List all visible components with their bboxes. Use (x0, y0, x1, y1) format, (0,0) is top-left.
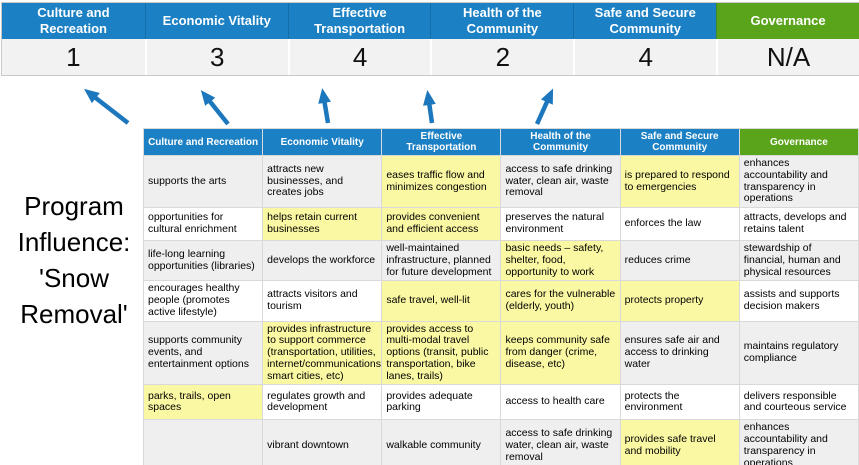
matrix-cell-attracts-develops-and-retains-talent: attracts, develops and retains talent (738, 207, 859, 241)
matrix-cell-enforces-the-law: enforces the law (619, 207, 740, 241)
score-health-of-the-community: 2 (430, 39, 574, 75)
matrix-cell-enhances-accountability-and-transparency: enhances accountability and transparency… (738, 155, 859, 208)
matrix-cell-life-long-learning-opportunities-librari: life-long learning opportunities (librar… (142, 239, 264, 282)
matrix-cell-walkable-community: walkable community (381, 419, 502, 465)
score-safe-and-secure-community: 4 (573, 39, 717, 75)
matrix-row-1: supports the arts attracts new businesses… (142, 155, 859, 208)
matrix-cell-empty (142, 419, 264, 465)
matrix-cell-protects-property: protects property (619, 280, 740, 322)
matrix-row-7: vibrant downtown walkable community access… (142, 419, 859, 465)
priority-score-banner: Culture and Recreation Economic Vitality… (1, 2, 859, 76)
matrix-row-3: life-long learning opportunities (librar… (142, 239, 859, 282)
matrix-cell-keeps-community-safe-from-danger-crime-d: keeps community safe from danger (crime,… (500, 320, 621, 386)
score-effective-transportation: 4 (287, 39, 431, 75)
matrix-cell-opportunities-for-cultural-enrichment: opportunities for cultural enrichment (142, 207, 264, 241)
matrix-cell-provides-infrastructure-to-support-comme: provides infrastructure to support comme… (262, 320, 383, 386)
matrix-row-2: opportunities for cultural enrichment hel… (142, 207, 859, 241)
score-governance: N/A (716, 39, 859, 75)
matrix-cell-protects-the-environment: protects the environment (619, 384, 740, 421)
arrow-up-icon (534, 88, 554, 125)
banner-header-governance: Governance (716, 3, 859, 39)
matrix-header-governance: Governance (738, 128, 859, 156)
matrix-cell-stewardship-of-financial-human-and-physi: stewardship of financial, human and phys… (738, 239, 859, 282)
matrix-cell-access-to-safe-drinking-water-clean-air-: access to safe drinking water, clean air… (500, 419, 621, 465)
matrix-cell-delivers-responsible-and-courteous-servi: delivers responsible and courteous servi… (738, 384, 859, 421)
matrix-cell-attracts-visitors-and-tourism: attracts visitors and tourism (262, 280, 383, 322)
matrix-cell-access-to-safe-drinking-water-clean-air-: access to safe drinking water, clean air… (500, 155, 621, 208)
matrix-cell-ensures-safe-air-and-access-to-drinking-: ensures safe air and access to drinking … (619, 320, 740, 386)
matrix-row-4: encourages healthy people (promotes acti… (142, 280, 859, 322)
matrix-row-6: parks, trails, open spaces regulates grow… (142, 384, 859, 421)
matrix-cell-vibrant-downtown: vibrant downtown (262, 419, 383, 465)
arrow-up-icon (422, 90, 436, 124)
matrix-cell-encourages-healthy-people-promotes-activ: encourages healthy people (promotes acti… (142, 280, 264, 322)
program-influence-title: Program Influence: 'Snow Removal' (17, 191, 131, 329)
banner-header-culture-and-recreation: Culture and Recreation (2, 3, 145, 39)
banner-header-safe-and-secure-community: Safe and Secure Community (573, 3, 717, 39)
priority-header-row: Culture and Recreation Economic Vitality… (2, 3, 859, 39)
banner-header-effective-transportation: Effective Transportation (287, 3, 431, 39)
matrix-cell-access-to-health-care: access to health care (500, 384, 621, 421)
matrix-row-5: supports community events, and entertain… (142, 320, 859, 386)
priority-score-row: 1 3 4 2 4 N/A (2, 39, 859, 75)
matrix-cell-supports-community-events-and-entertainm: supports community events, and entertain… (142, 320, 264, 386)
matrix-cell-basic-needs-safety-shelter-food-opportun: basic needs – safety, shelter, food, opp… (500, 239, 621, 282)
matrix-cell-assists-and-supports-decision-makers: assists and supports decision makers (738, 280, 859, 322)
matrix-cell-eases-traffic-flow-and-minimizes-congest: eases traffic flow and minimizes congest… (381, 155, 502, 208)
matrix-cell-attracts-new-businesses-and-creates-jobs: attracts new businesses, and creates job… (262, 155, 383, 208)
matrix-cell-reduces-crime: reduces crime (619, 239, 740, 282)
banner-header-economic-vitality: Economic Vitality (144, 3, 288, 39)
banner-header-health-of-the-community: Health of the Community (430, 3, 574, 39)
matrix-body: supports the arts attracts new businesses… (142, 155, 859, 465)
matrix-cell-provides-access-to-multi-modal-travel-op: provides access to multi-modal travel op… (381, 320, 502, 386)
matrix-cell-supports-the-arts: supports the arts (142, 155, 264, 208)
matrix-header-safe-and-secure-community: Safe and Secure Community (619, 128, 740, 156)
matrix-cell-provides-adequate-parking: provides adequate parking (381, 384, 502, 421)
matrix-cell-is-prepared-to-respond-to-emergencies: is prepared to respond to emergencies (619, 155, 740, 208)
matrix-header: Culture and Recreation Economic Vitality E… (142, 128, 859, 156)
score-economic-vitality: 3 (144, 39, 288, 75)
matrix-cell-cares-for-the-vulnerable-elderly-youth: cares for the vulnerable (elderly, youth… (500, 280, 621, 322)
matrix-cell-well-maintained-infrastructure-planned-f: well-maintained infrastructure, planned … (381, 239, 502, 282)
arrow-up-icon (318, 88, 332, 124)
matrix-cell-preserves-the-natural-environment: preserves the natural environment (500, 207, 621, 241)
matrix-cell-parks-trails-open-spaces: parks, trails, open spaces (142, 384, 264, 421)
matrix-cell-provides-convenient-and-efficient-access: provides convenient and efficient access (381, 207, 502, 241)
matrix-header-effective-transportation: Effective Transportation (381, 128, 502, 156)
matrix-cell-develops-the-workforce: develops the workforce (262, 239, 383, 282)
arrow-up-icon (84, 88, 130, 125)
priority-matrix-table: Culture and Recreation Economic Vitality E… (142, 128, 859, 465)
matrix-cell-regulates-growth-and-development: regulates growth and development (262, 384, 383, 421)
matrix-header-culture-and-recreation: Culture and Recreation (142, 128, 264, 156)
matrix-cell-provides-safe-travel-and-mobility: provides safe travel and mobility (619, 419, 740, 465)
arrow-up-icon (200, 90, 230, 126)
matrix-header-economic-vitality: Economic Vitality (262, 128, 383, 156)
matrix-header-health-of-the-community: Health of the Community (500, 128, 621, 156)
matrix-cell-safe-travel-well-lit: safe travel, well-lit (381, 280, 502, 322)
matrix-cell-enhances-accountability-and-transparency: enhances accountability and transparency… (738, 419, 859, 465)
matrix-cell-maintains-regulatory-compliance: maintains regulatory compliance (738, 320, 859, 386)
score-culture-and-recreation: 1 (2, 39, 145, 75)
matrix-cell-helps-retain-current-businesses: helps retain current businesses (262, 207, 383, 241)
score-arrows (84, 88, 554, 126)
